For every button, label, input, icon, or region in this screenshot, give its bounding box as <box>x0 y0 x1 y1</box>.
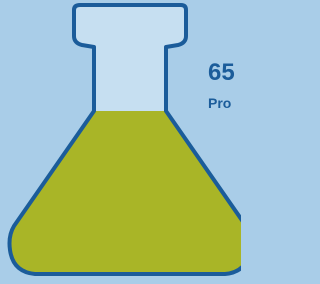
flask-graphic: 65 Pro <box>0 0 241 284</box>
stat-label: Pro <box>208 95 231 111</box>
stat-value: 65 <box>208 59 235 86</box>
page: 65 Pro (() => { const data = JSON.parse(… <box>0 0 241 284</box>
